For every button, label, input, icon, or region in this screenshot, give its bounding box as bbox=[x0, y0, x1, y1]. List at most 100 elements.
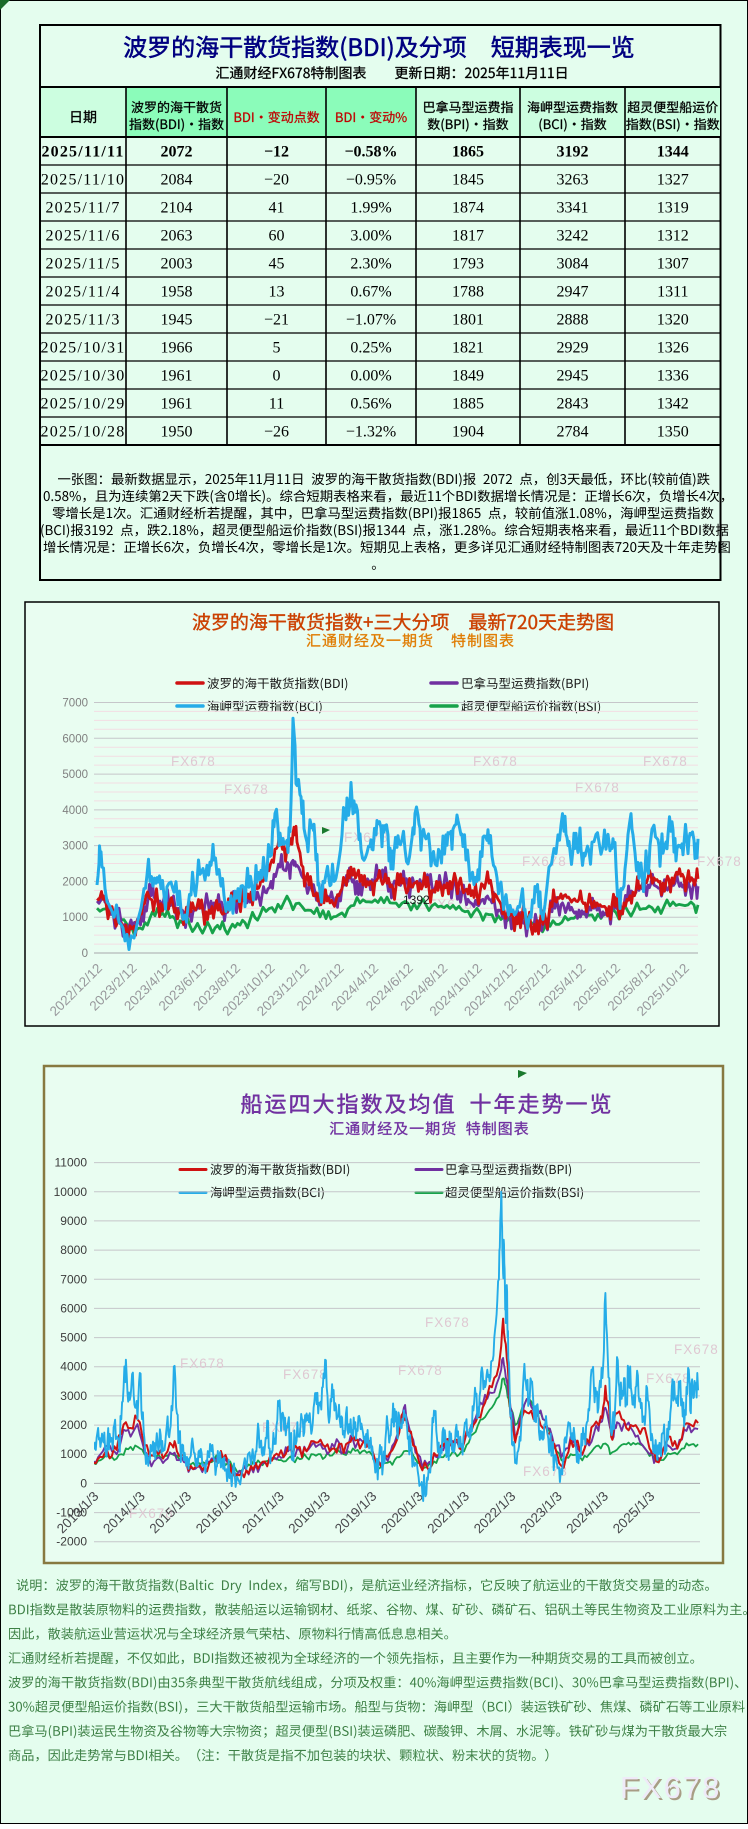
svg-text:2947: 2947 bbox=[557, 284, 589, 301]
svg-text:11000: 11000 bbox=[55, 1156, 88, 1170]
svg-text:3192: 3192 bbox=[557, 144, 589, 161]
svg-text:1817: 1817 bbox=[452, 228, 484, 245]
svg-text:2000: 2000 bbox=[60, 1418, 87, 1432]
svg-text:1.99%: 1.99% bbox=[350, 200, 391, 217]
svg-text:1966: 1966 bbox=[161, 340, 193, 357]
svg-text:2025/10/30: 2025/10/30 bbox=[41, 368, 126, 385]
svg-text:3242: 3242 bbox=[557, 228, 589, 245]
svg-text:FX678: FX678 bbox=[622, 1772, 723, 1807]
svg-text:FX678: FX678 bbox=[398, 1363, 443, 1378]
svg-text:FX678: FX678 bbox=[674, 1342, 719, 1357]
svg-text:2063: 2063 bbox=[161, 228, 193, 245]
svg-text:0.25%: 0.25% bbox=[350, 340, 391, 357]
svg-text:7000: 7000 bbox=[60, 1272, 87, 1286]
svg-text:3084: 3084 bbox=[557, 256, 589, 273]
svg-text:-2000: -2000 bbox=[56, 1535, 87, 1549]
svg-text:FX678: FX678 bbox=[643, 754, 688, 769]
svg-text:1000: 1000 bbox=[62, 912, 88, 924]
svg-text:8000: 8000 bbox=[60, 1243, 87, 1257]
svg-text:−0.58%: −0.58% bbox=[344, 144, 397, 161]
svg-text:1350: 1350 bbox=[657, 424, 689, 441]
svg-text:−21: −21 bbox=[264, 312, 289, 329]
svg-text:1961: 1961 bbox=[161, 368, 193, 385]
svg-text:FX678: FX678 bbox=[180, 1356, 225, 1371]
svg-text:1849: 1849 bbox=[452, 368, 484, 385]
svg-text:0: 0 bbox=[273, 368, 281, 385]
svg-text:0.67%: 0.67% bbox=[350, 284, 391, 301]
svg-text:FX678: FX678 bbox=[697, 854, 742, 869]
svg-text:FX678: FX678 bbox=[283, 1367, 328, 1382]
svg-text:2084: 2084 bbox=[161, 172, 193, 189]
svg-text:2.30%: 2.30% bbox=[350, 256, 391, 273]
svg-text:FX678: FX678 bbox=[473, 754, 518, 769]
svg-text:1801: 1801 bbox=[452, 312, 484, 329]
svg-text:1845: 1845 bbox=[452, 172, 484, 189]
svg-text:60: 60 bbox=[269, 228, 285, 245]
svg-text:6000: 6000 bbox=[62, 733, 88, 745]
svg-text:1307: 1307 bbox=[657, 256, 689, 273]
svg-text:1320: 1320 bbox=[657, 312, 689, 329]
svg-text:3000: 3000 bbox=[62, 841, 88, 853]
svg-text:1821: 1821 bbox=[452, 340, 484, 357]
svg-text:FX678: FX678 bbox=[224, 782, 269, 797]
svg-text:1950: 1950 bbox=[161, 424, 193, 441]
svg-text:FX678: FX678 bbox=[129, 1506, 174, 1521]
svg-text:2025/10/28: 2025/10/28 bbox=[41, 424, 126, 441]
svg-text:2784: 2784 bbox=[557, 424, 589, 441]
svg-text:1788: 1788 bbox=[452, 284, 484, 301]
svg-text:1392: 1392 bbox=[403, 893, 430, 907]
svg-text:−12: −12 bbox=[264, 144, 289, 161]
svg-text:0.00%: 0.00% bbox=[350, 368, 391, 385]
svg-text:1342: 1342 bbox=[657, 396, 689, 413]
svg-text:2025/11/3: 2025/11/3 bbox=[45, 312, 120, 329]
svg-text:-1000: -1000 bbox=[56, 1506, 87, 1520]
svg-text:2888: 2888 bbox=[557, 312, 589, 329]
svg-text:1961: 1961 bbox=[161, 396, 193, 413]
svg-text:11: 11 bbox=[269, 396, 284, 413]
svg-text:FX678: FX678 bbox=[620, 1770, 721, 1805]
svg-text:1000: 1000 bbox=[60, 1447, 87, 1461]
svg-text:2025/11/5: 2025/11/5 bbox=[45, 256, 120, 273]
svg-text:2025/11/4: 2025/11/4 bbox=[45, 284, 120, 301]
svg-text:−26: −26 bbox=[264, 424, 289, 441]
svg-text:1945: 1945 bbox=[161, 312, 193, 329]
svg-text:1344: 1344 bbox=[657, 144, 689, 161]
svg-text:FX678: FX678 bbox=[171, 754, 216, 769]
svg-text:1327: 1327 bbox=[657, 172, 689, 189]
svg-text:4000: 4000 bbox=[60, 1360, 87, 1374]
svg-text:1319: 1319 bbox=[657, 200, 689, 217]
svg-text:5: 5 bbox=[273, 340, 281, 357]
svg-text:FX678: FX678 bbox=[522, 854, 567, 869]
svg-text:3000: 3000 bbox=[60, 1389, 87, 1403]
svg-text:3341: 3341 bbox=[557, 200, 589, 217]
svg-text:1958: 1958 bbox=[161, 284, 193, 301]
svg-text:13: 13 bbox=[269, 284, 285, 301]
svg-text:1865: 1865 bbox=[452, 144, 484, 161]
svg-text:2104: 2104 bbox=[161, 200, 193, 217]
svg-text:2843: 2843 bbox=[557, 396, 589, 413]
svg-text:0: 0 bbox=[80, 1476, 87, 1490]
svg-text:2025/11/7: 2025/11/7 bbox=[45, 200, 120, 217]
svg-text:6000: 6000 bbox=[60, 1301, 87, 1315]
svg-text:45: 45 bbox=[269, 256, 285, 273]
svg-text:2025/10/31: 2025/10/31 bbox=[41, 340, 126, 357]
svg-text:2025/11/10: 2025/11/10 bbox=[41, 172, 125, 189]
svg-text:10000: 10000 bbox=[54, 1185, 88, 1199]
svg-text:2025/11/6: 2025/11/6 bbox=[45, 228, 120, 245]
svg-text:0.56%: 0.56% bbox=[350, 396, 391, 413]
svg-text:2000: 2000 bbox=[62, 876, 88, 888]
svg-text:2072: 2072 bbox=[161, 144, 193, 161]
svg-text:2929: 2929 bbox=[557, 340, 589, 357]
svg-text:9000: 9000 bbox=[60, 1214, 87, 1228]
svg-text:5000: 5000 bbox=[62, 769, 88, 781]
svg-text:−1.07%: −1.07% bbox=[346, 312, 396, 329]
svg-text:3.00%: 3.00% bbox=[350, 228, 391, 245]
svg-text:4000: 4000 bbox=[62, 805, 88, 817]
svg-text:1904: 1904 bbox=[452, 424, 484, 441]
svg-text:5000: 5000 bbox=[60, 1331, 87, 1345]
svg-text:FX678: FX678 bbox=[425, 1315, 470, 1330]
svg-text:−0.95%: −0.95% bbox=[346, 172, 396, 189]
svg-text:1326: 1326 bbox=[657, 340, 689, 357]
svg-text:0: 0 bbox=[82, 948, 88, 960]
svg-text:1311: 1311 bbox=[657, 284, 688, 301]
